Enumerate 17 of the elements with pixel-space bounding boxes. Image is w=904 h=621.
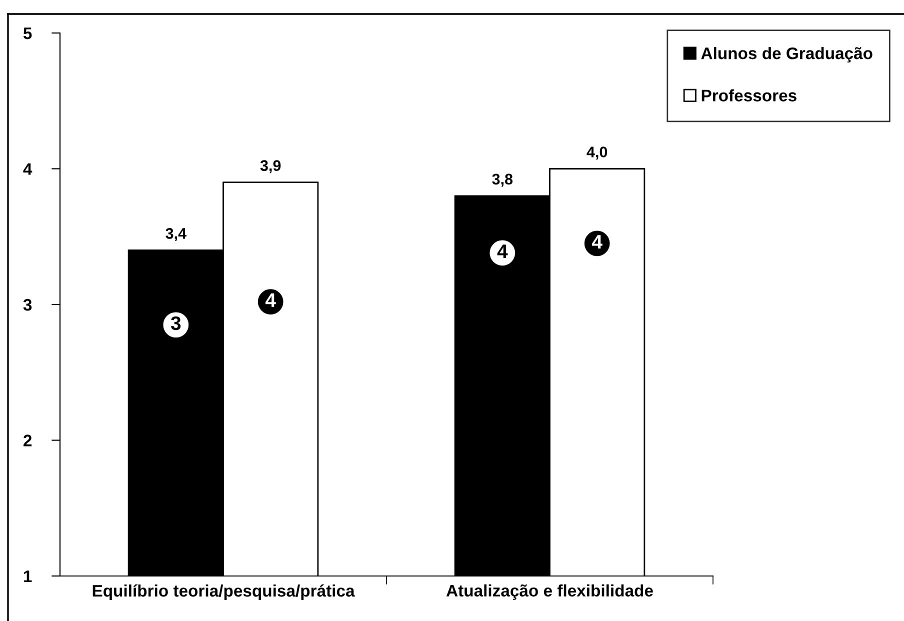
y-tick-label: 2 (24, 434, 32, 446)
legend-label: Alunos de Graduação (701, 47, 872, 63)
legend-label: Professores (702, 89, 796, 102)
y-tick-label: 5 (23, 28, 32, 40)
data-label: 3,8 (492, 174, 513, 187)
x-tick-label: Atualização e flexibilidade (446, 584, 653, 600)
data-label: 4,0 (586, 146, 608, 160)
y-tick-label: 3 (23, 298, 32, 311)
x-tick-label: Equilíbrio teoria/pesquisa/prática (92, 584, 355, 600)
data-label: 3,4 (166, 228, 186, 242)
annotation: 3 (170, 316, 181, 330)
y-tick-label: 4 (23, 163, 32, 175)
annotation: 4 (497, 244, 508, 258)
annotation: 4 (592, 235, 602, 248)
y-tick-label: 1 (24, 570, 32, 582)
data-label: 3,9 (260, 160, 281, 174)
annotation: 4 (265, 293, 276, 307)
